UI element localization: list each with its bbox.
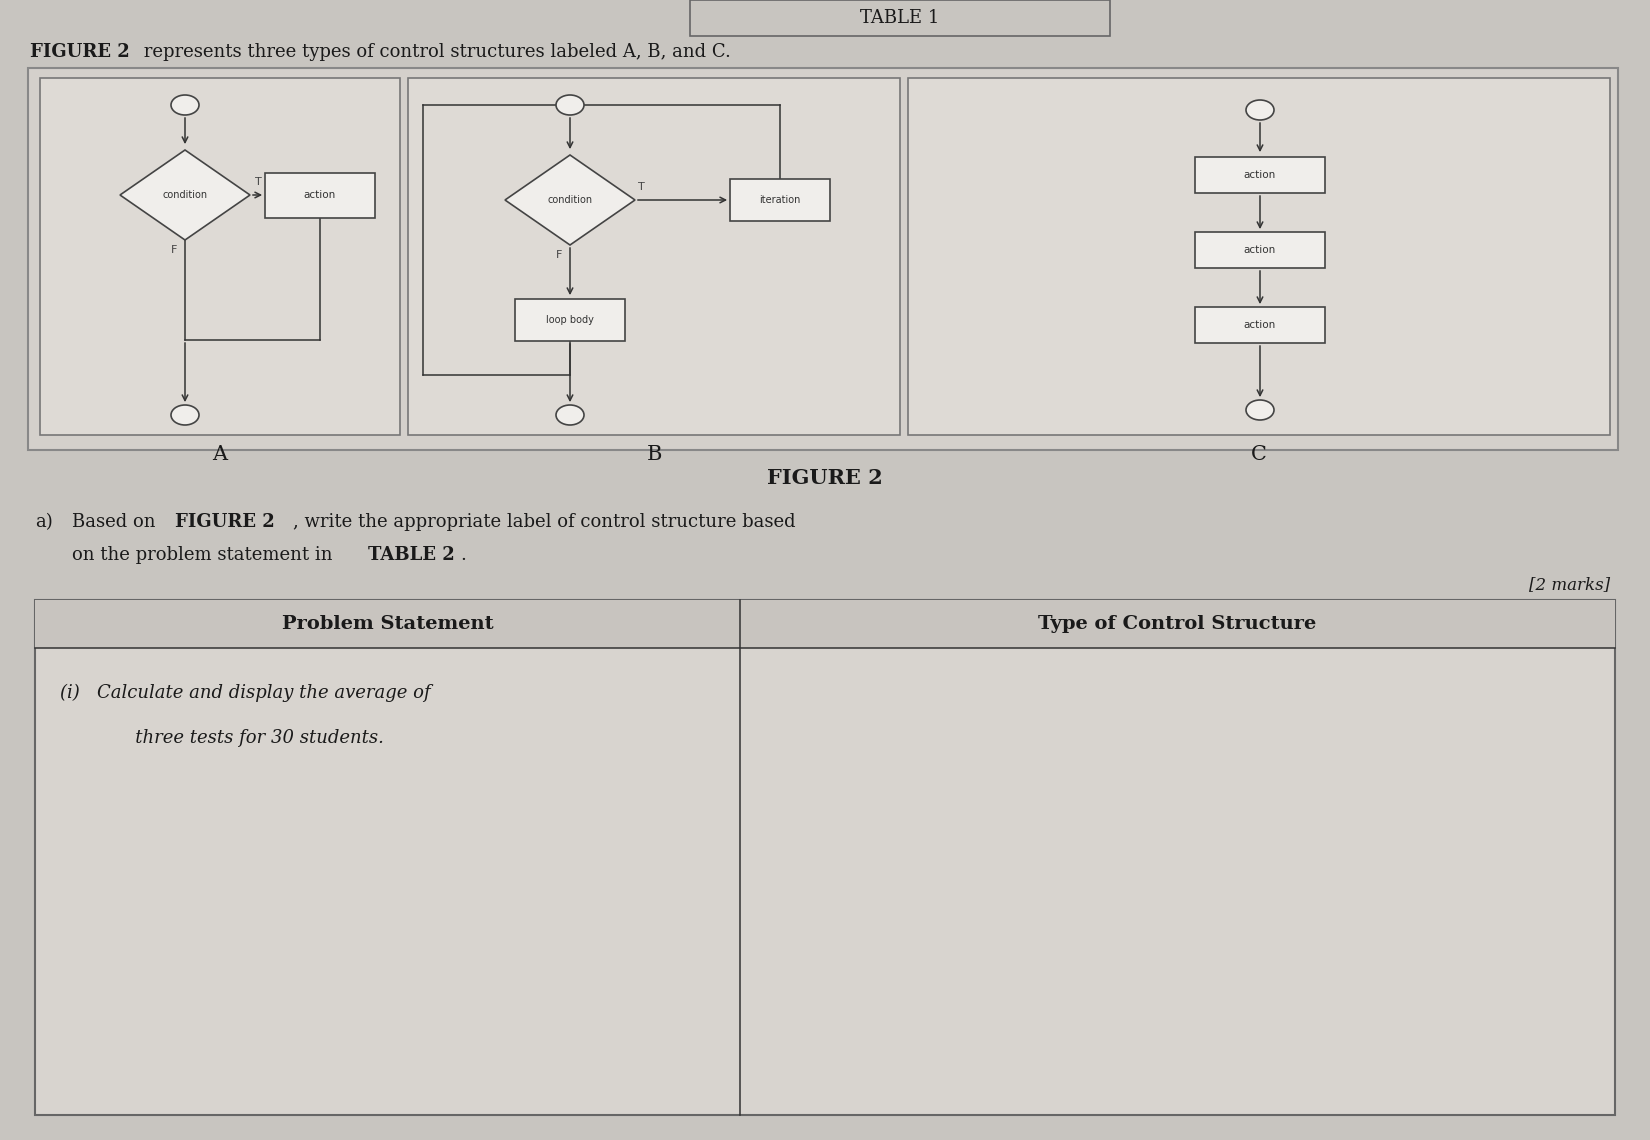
Text: FIGURE 2: FIGURE 2 xyxy=(175,513,276,531)
FancyBboxPatch shape xyxy=(266,172,375,218)
Text: T: T xyxy=(256,177,262,187)
FancyBboxPatch shape xyxy=(35,600,1615,648)
Text: FIGURE 2: FIGURE 2 xyxy=(767,469,883,488)
Ellipse shape xyxy=(172,405,200,425)
Text: F: F xyxy=(170,245,177,255)
FancyBboxPatch shape xyxy=(908,78,1610,435)
Text: three tests for 30 students.: three tests for 30 students. xyxy=(96,728,384,747)
FancyBboxPatch shape xyxy=(35,600,1615,1115)
Text: represents three types of control structures labeled A, B, and C.: represents three types of control struct… xyxy=(139,43,731,62)
Text: condition: condition xyxy=(548,195,592,205)
Text: , write the appropriate label of control structure based: , write the appropriate label of control… xyxy=(294,513,795,531)
Polygon shape xyxy=(120,150,251,241)
Text: Based on: Based on xyxy=(73,513,162,531)
Text: action: action xyxy=(1244,170,1275,180)
FancyBboxPatch shape xyxy=(1195,307,1325,343)
FancyBboxPatch shape xyxy=(690,0,1110,36)
Text: C: C xyxy=(1251,445,1267,464)
FancyBboxPatch shape xyxy=(1195,157,1325,193)
Text: T: T xyxy=(639,182,645,192)
Polygon shape xyxy=(505,155,635,245)
Text: F: F xyxy=(556,250,563,260)
Text: B: B xyxy=(647,445,662,464)
Text: TABLE 1: TABLE 1 xyxy=(860,9,940,27)
Text: FIGURE 2: FIGURE 2 xyxy=(30,43,130,62)
FancyBboxPatch shape xyxy=(28,68,1619,450)
Text: condition: condition xyxy=(162,190,208,200)
Text: iteration: iteration xyxy=(759,195,800,205)
Text: [2 marks]: [2 marks] xyxy=(1530,577,1610,594)
Text: loop body: loop body xyxy=(546,315,594,325)
Text: Type of Control Structure: Type of Control Structure xyxy=(1038,614,1317,633)
Text: a): a) xyxy=(35,513,53,531)
FancyBboxPatch shape xyxy=(408,78,899,435)
Text: action: action xyxy=(304,190,337,200)
Text: action: action xyxy=(1244,320,1275,329)
Ellipse shape xyxy=(1246,100,1274,120)
Ellipse shape xyxy=(172,95,200,115)
Text: Problem Statement: Problem Statement xyxy=(282,614,493,633)
Text: .: . xyxy=(460,546,465,564)
Text: A: A xyxy=(213,445,228,464)
Text: TABLE 2: TABLE 2 xyxy=(368,546,455,564)
FancyBboxPatch shape xyxy=(515,299,625,341)
Ellipse shape xyxy=(1246,400,1274,420)
FancyBboxPatch shape xyxy=(40,78,399,435)
FancyBboxPatch shape xyxy=(1195,233,1325,268)
Text: on the problem statement in: on the problem statement in xyxy=(73,546,338,564)
FancyBboxPatch shape xyxy=(729,179,830,221)
Text: (i)   Calculate and display the average of: (i) Calculate and display the average of xyxy=(59,684,431,702)
Text: action: action xyxy=(1244,245,1275,255)
Ellipse shape xyxy=(556,405,584,425)
Ellipse shape xyxy=(556,95,584,115)
